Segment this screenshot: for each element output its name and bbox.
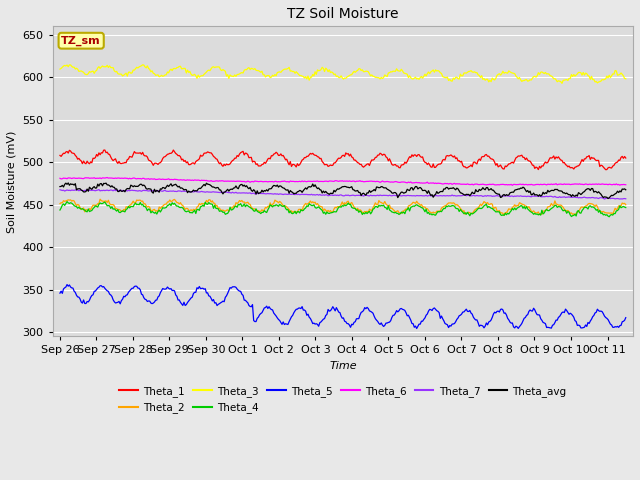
Theta_4 (56, 207, 64, 213)
Theta_1 (296, 162, 303, 168)
Theta_1 (401, 159, 409, 165)
Theta_5 (622, 315, 630, 321)
Theta_avg (65, 180, 72, 186)
Theta_avg (473, 189, 481, 194)
Theta_6 (509, 182, 516, 188)
Theta_3 (234, 72, 241, 77)
Theta_5 (474, 320, 482, 325)
Theta_5 (234, 286, 241, 292)
Theta_4 (63, 199, 71, 204)
Theta_3 (56, 66, 64, 72)
Theta_avg (56, 184, 64, 190)
Theta_3 (374, 75, 381, 81)
Theta_6 (234, 178, 241, 184)
Line: Theta_5: Theta_5 (60, 285, 626, 328)
Theta_2 (234, 201, 241, 206)
Theta_5 (413, 325, 420, 331)
Theta_6 (473, 181, 481, 187)
Theta_7 (571, 194, 579, 200)
Theta_3 (296, 73, 303, 79)
Theta_4 (374, 204, 381, 210)
Theta_avg (622, 187, 630, 192)
Theta_5 (374, 319, 381, 324)
Theta_6 (374, 179, 381, 184)
Theta_4 (571, 211, 579, 217)
Theta_1 (56, 153, 64, 158)
Theta_6 (401, 179, 409, 185)
Theta_6 (572, 181, 580, 187)
Theta_3 (139, 62, 147, 68)
Theta_1 (622, 155, 630, 161)
Theta_7 (622, 196, 630, 202)
Text: TZ_sm: TZ_sm (61, 36, 101, 46)
Line: Theta_avg: Theta_avg (60, 183, 626, 199)
Theta_7 (374, 192, 381, 198)
Line: Theta_3: Theta_3 (60, 65, 626, 84)
Theta_5 (572, 319, 580, 324)
Theta_1 (571, 164, 579, 170)
Theta_avg (571, 193, 579, 199)
Theta_6 (622, 182, 630, 188)
Theta_3 (558, 81, 566, 86)
Theta_5 (63, 282, 71, 288)
Line: Theta_2: Theta_2 (60, 199, 626, 215)
Line: Theta_6: Theta_6 (60, 178, 626, 185)
Theta_avg (604, 196, 612, 202)
Theta_5 (401, 308, 409, 313)
Theta_4 (401, 211, 409, 216)
Theta_4 (473, 207, 481, 213)
Theta_4 (622, 204, 630, 210)
Theta_7 (296, 192, 303, 198)
Theta_3 (572, 72, 580, 78)
Theta_4 (234, 204, 241, 210)
Theta_7 (234, 190, 241, 196)
Theta_2 (473, 205, 481, 211)
Theta_2 (401, 207, 409, 213)
Title: TZ Soil Moisture: TZ Soil Moisture (287, 7, 399, 21)
Theta_3 (473, 70, 481, 75)
Theta_2 (296, 206, 303, 212)
Theta_3 (401, 71, 409, 76)
Theta_2 (96, 196, 104, 202)
Theta_5 (296, 305, 303, 311)
Theta_6 (104, 175, 111, 180)
Theta_6 (56, 175, 64, 181)
Theta_2 (56, 201, 64, 206)
Theta_4 (296, 210, 303, 216)
X-axis label: Time: Time (329, 361, 356, 371)
Theta_2 (572, 210, 580, 216)
Theta_2 (500, 212, 508, 218)
Theta_avg (401, 190, 409, 196)
Legend: Theta_1, Theta_2, Theta_3, Theta_4, Theta_5, Theta_6, Theta_7, Theta_avg: Theta_1, Theta_2, Theta_3, Theta_4, Thet… (115, 382, 571, 417)
Line: Theta_7: Theta_7 (60, 190, 626, 199)
Theta_1 (602, 167, 609, 173)
Theta_1 (473, 161, 481, 167)
Theta_1 (374, 152, 381, 158)
Theta_7 (473, 192, 481, 198)
Theta_7 (56, 187, 64, 192)
Line: Theta_1: Theta_1 (60, 150, 626, 170)
Theta_7 (601, 196, 609, 202)
Line: Theta_4: Theta_4 (60, 202, 626, 217)
Theta_avg (296, 188, 303, 193)
Theta_7 (95, 187, 103, 192)
Theta_1 (234, 153, 241, 158)
Theta_5 (56, 290, 64, 296)
Theta_4 (605, 214, 613, 220)
Theta_1 (101, 147, 109, 153)
Y-axis label: Soil Moisture (mV): Soil Moisture (mV) (7, 130, 17, 232)
Theta_avg (374, 184, 381, 190)
Theta_2 (622, 202, 630, 208)
Theta_6 (296, 179, 303, 184)
Theta_3 (622, 76, 630, 82)
Theta_avg (234, 185, 241, 191)
Theta_2 (374, 202, 381, 207)
Theta_7 (401, 193, 409, 199)
